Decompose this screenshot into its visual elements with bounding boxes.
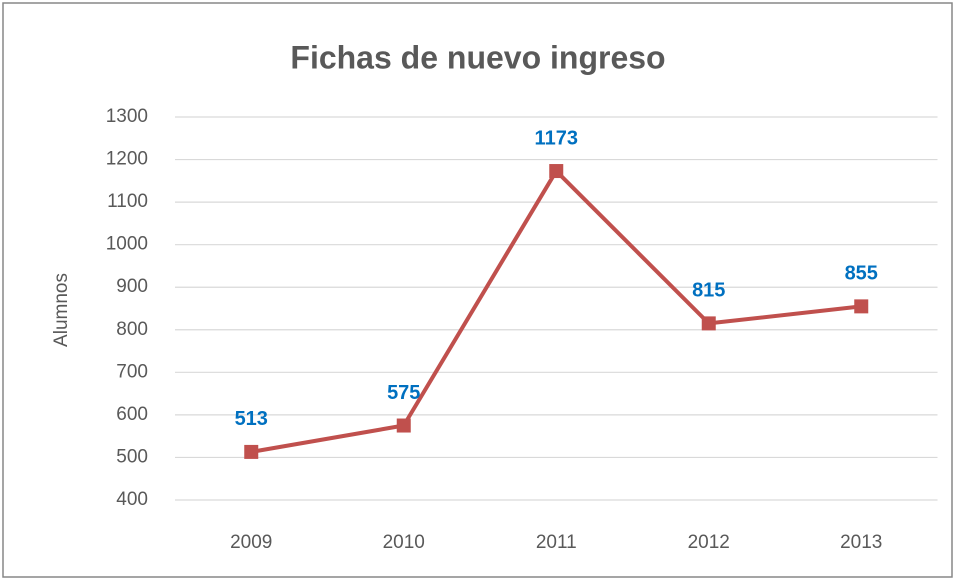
x-tick-label: 2012: [688, 532, 730, 553]
data-label: 575: [387, 382, 420, 404]
marker: [396, 418, 411, 433]
data-label: 1173: [535, 127, 578, 149]
data-label: 513: [235, 408, 268, 430]
y-tick-label: 600: [116, 404, 148, 425]
y-tick-label: 1300: [106, 106, 148, 127]
y-tick-label: 800: [116, 319, 148, 340]
y-tick-label: 1100: [107, 191, 148, 212]
x-tick-label: 2009: [230, 532, 272, 553]
y-tick-label: 700: [116, 361, 148, 382]
y-tick-label: 500: [116, 446, 148, 467]
x-tick-label: 2010: [383, 532, 425, 553]
x-tick-label: 2011: [536, 532, 577, 553]
y-tick-label: 1200: [106, 149, 148, 170]
y-tick-label: 900: [116, 276, 148, 297]
y-tick-label: 400: [116, 489, 148, 510]
marker: [854, 299, 869, 314]
marker: [549, 164, 564, 179]
y-axis-label: Alumnos: [51, 273, 72, 347]
marker: [244, 444, 259, 459]
marker: [701, 316, 716, 331]
x-tick-label: 2013: [840, 532, 882, 553]
data-label: 855: [845, 263, 878, 285]
chart-title: Fichas de nuevo ingreso: [290, 39, 665, 75]
data-label: 815: [692, 280, 725, 302]
y-tick-label: 1000: [106, 234, 148, 255]
